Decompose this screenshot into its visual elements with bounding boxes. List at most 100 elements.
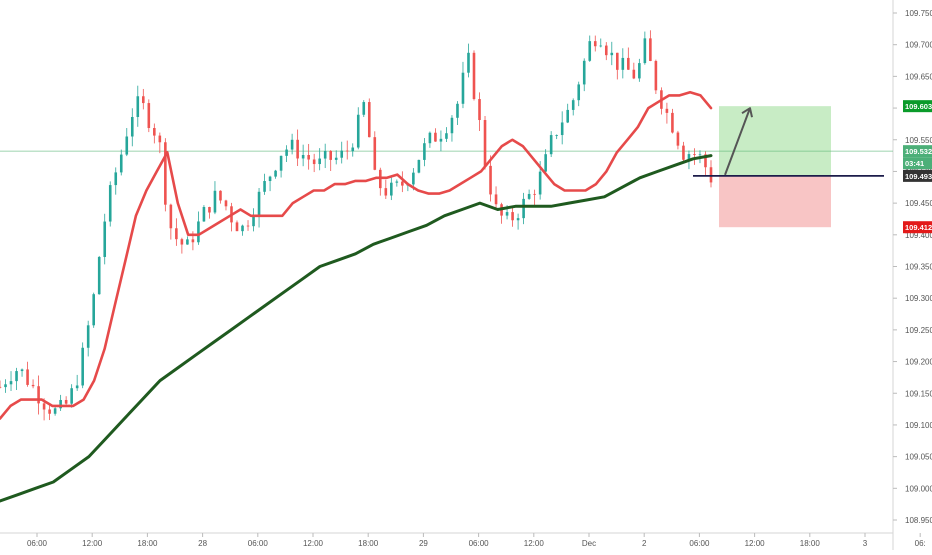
candle-body: [582, 60, 586, 85]
candle-body: [522, 198, 525, 219]
candle-body: [527, 193, 531, 199]
candle-body: [125, 136, 129, 155]
candle-body: [147, 103, 151, 129]
candle-body: [571, 100, 575, 110]
y-tick-label: 109.000: [905, 484, 932, 493]
candle-body: [439, 138, 443, 142]
candle-body: [252, 216, 255, 227]
candle-body: [356, 114, 360, 148]
candle-body: [511, 212, 514, 221]
candle-body: [42, 403, 46, 410]
y-tick-label: 109.300: [905, 294, 932, 303]
candle-body: [70, 388, 73, 404]
candle-body: [108, 185, 112, 222]
candle-body: [285, 149, 288, 156]
candle-body: [37, 386, 40, 404]
x-tick-label: 12:00: [524, 539, 545, 548]
candle-body: [632, 69, 636, 79]
x-tick-label: 06:00: [27, 539, 48, 548]
candle-body: [665, 108, 669, 113]
y-tick-label: 109.100: [905, 421, 932, 430]
x-tick-label: 06:00: [689, 539, 710, 548]
candle-body: [323, 150, 327, 159]
candle-body: [340, 150, 344, 158]
x-tick-label: 06:00: [248, 539, 269, 548]
candle-body: [467, 52, 470, 73]
y-tick-label: 109.350: [905, 263, 932, 272]
candle-body: [164, 142, 167, 205]
candle-body: [213, 190, 217, 213]
candle-body: [505, 212, 509, 216]
stop-loss-label: 109.412: [903, 221, 932, 234]
x-tick-label: 12:00: [745, 539, 766, 548]
candle-body: [445, 133, 448, 139]
y-tick-label: 109.150: [905, 389, 932, 398]
candle-body: [290, 139, 294, 150]
candle-body: [268, 176, 272, 182]
candle-body: [489, 165, 492, 195]
countdown-label: 03:41: [903, 157, 932, 170]
candle-body: [119, 154, 123, 173]
candle-body: [472, 52, 476, 100]
candle-body: [417, 159, 421, 173]
countdown-bg: [903, 157, 932, 170]
candle-body: [202, 207, 206, 222]
candle-body: [197, 221, 200, 243]
candle-body: [279, 155, 283, 171]
entry-price-label-bg: [903, 169, 932, 182]
candle-body: [555, 135, 558, 136]
candle-body: [274, 170, 277, 177]
candle-body: [318, 158, 321, 165]
candle-body: [456, 103, 459, 118]
last-price-label-bg: [903, 145, 932, 158]
candle-body: [263, 181, 266, 192]
candle-body: [15, 371, 18, 382]
y-tick-label: 109.400: [905, 231, 932, 240]
x-tick-label: Dec: [582, 539, 596, 548]
candle-body: [191, 239, 195, 243]
candle-body: [483, 120, 487, 166]
candle-body: [588, 41, 592, 61]
candle-body: [401, 181, 404, 186]
take-profit-label: 109.603: [903, 100, 932, 113]
candle-body: [351, 147, 355, 152]
candle-body: [53, 408, 57, 414]
stop-loss-zone[interactable]: [719, 175, 831, 228]
x-tick-label: 12:00: [82, 539, 103, 548]
candle-body: [698, 154, 702, 156]
x-tick-label: 12:00: [303, 539, 324, 548]
x-tick-label: 18:00: [800, 539, 821, 548]
candle-body: [643, 38, 647, 64]
y-tick-label: 109.200: [905, 358, 932, 367]
candle-body: [219, 190, 222, 201]
forecast-arrow[interactable]: [724, 107, 751, 176]
countdown-text: 03:41: [905, 159, 924, 168]
y-tick-label: 109.050: [905, 453, 932, 462]
candle-body: [92, 294, 95, 326]
candle-body: [704, 154, 707, 168]
candle-body: [26, 369, 29, 385]
candle-body: [682, 145, 685, 160]
y-tick-label: 109.550: [905, 136, 932, 145]
candle-body: [671, 112, 674, 133]
candle-body: [86, 325, 90, 348]
x-tick-label: 2: [642, 539, 647, 548]
y-tick-label: 109.450: [905, 199, 932, 208]
candle-body: [329, 150, 332, 160]
candle-body: [257, 191, 261, 217]
candle-body: [494, 194, 498, 205]
candle-body: [153, 128, 156, 136]
x-tick-label: 18:00: [137, 539, 158, 548]
candle-body: [367, 102, 371, 138]
x-tick-label: 29: [419, 539, 428, 548]
candle-body: [180, 239, 184, 245]
take-profit-zone[interactable]: [719, 106, 831, 176]
candle-body: [676, 132, 680, 146]
candle-body: [59, 399, 62, 409]
last-price-label-text: 109.532: [905, 147, 932, 156]
candle-body: [373, 137, 377, 170]
candle-body: [208, 207, 211, 213]
candle-body: [709, 167, 713, 183]
